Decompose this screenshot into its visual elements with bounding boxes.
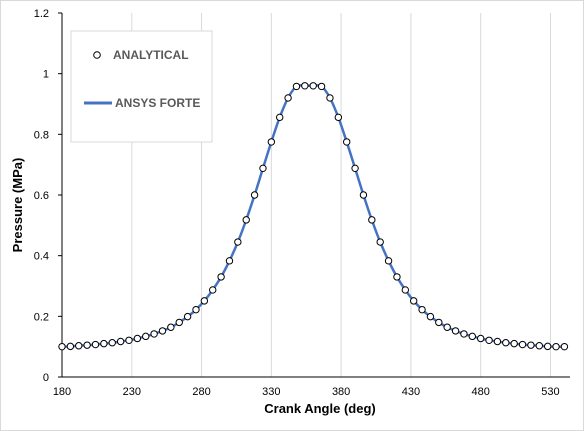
analytical-point [183, 312, 192, 321]
x-tick-label-0: 180 [53, 386, 71, 398]
analytical-point [552, 342, 560, 351]
x-tick-label-6: 480 [472, 386, 490, 398]
analytical-point [376, 238, 384, 246]
legend-label-analytical: ANALYTICAL [113, 48, 189, 62]
analytical-point [418, 305, 426, 314]
legend: ANALYTICAL ANSYS FORTE [70, 30, 213, 143]
analytical-point [443, 323, 451, 331]
analytical-point [384, 257, 393, 265]
analytical-point [150, 330, 158, 338]
analytical-point [175, 318, 183, 327]
analytical-point [460, 330, 468, 338]
analytical-point [167, 323, 175, 331]
y-tick-label-3: 0.6 [34, 190, 49, 202]
analytical-point [518, 340, 527, 349]
analytical-point [359, 191, 368, 199]
analytical-point [368, 216, 376, 224]
x-tick-label-1: 230 [123, 386, 141, 398]
analytical-point [543, 342, 552, 351]
analytical-point [292, 82, 301, 91]
analytical-point [91, 340, 100, 349]
analytical-point [75, 342, 83, 350]
analytical-point [217, 273, 225, 281]
analytical-point [502, 339, 510, 347]
analytical-point [142, 332, 150, 341]
series-analytical [58, 82, 569, 351]
analytical-point [485, 336, 493, 344]
legend-box [70, 30, 213, 143]
x-tick-label-5: 430 [402, 386, 420, 398]
x-tick-label-3: 330 [262, 386, 280, 398]
analytical-point [435, 318, 443, 327]
analytical-point [535, 342, 543, 350]
analytical-point [476, 334, 485, 343]
x-tick-label-2: 280 [192, 386, 210, 398]
analytical-point [242, 216, 250, 224]
y-tick-label-1: 0.2 [34, 311, 49, 323]
analytical-point [259, 164, 267, 173]
analytical-point [225, 257, 234, 265]
analytical-point [451, 327, 460, 335]
analytical-point [158, 327, 167, 335]
analytical-point [351, 164, 359, 173]
analytical-point [343, 138, 351, 146]
x-tick-label-7: 530 [541, 386, 559, 398]
analytical-point [527, 341, 535, 349]
analytical-point [125, 336, 133, 344]
y-tick-label-5: 1 [43, 69, 49, 81]
analytical-point [409, 297, 418, 305]
analytical-point [234, 238, 242, 246]
x-tick-label-4: 380 [332, 386, 350, 398]
analytical-point [276, 113, 284, 122]
y-tick-label-2: 0.4 [34, 251, 49, 263]
y-tick-label-6: 1.2 [34, 8, 49, 20]
analytical-point [560, 342, 569, 351]
y-tick-label-0: 0 [43, 372, 49, 384]
analytical-point [192, 305, 200, 314]
x-tick-labels: 180 230 280 330 380 430 480 530 [53, 386, 560, 398]
analytical-point [284, 94, 292, 102]
y-tick-labels: 0 0.2 0.4 0.6 0.8 1 1.2 [34, 8, 49, 384]
axes [58, 12, 570, 378]
analytical-point [58, 342, 66, 351]
analytical-point [200, 297, 209, 305]
analytical-point [334, 113, 343, 122]
analytical-point [108, 339, 116, 347]
analytical-point [209, 286, 217, 294]
y-axis-title: Pressure (MPa) [10, 158, 25, 253]
x-axis-title: Crank Angle (deg) [264, 401, 375, 416]
analytical-point [309, 82, 317, 90]
analytical-point [401, 286, 410, 294]
analytical-point [250, 191, 259, 199]
analytical-point [393, 273, 401, 281]
analytical-point [493, 337, 502, 346]
analytical-point [133, 334, 142, 343]
analytical-point [317, 82, 326, 91]
analytical-point [116, 337, 125, 346]
analytical-point [100, 339, 108, 348]
analytical-point [426, 312, 435, 321]
analytical-point [66, 342, 75, 351]
analytical-point [267, 138, 276, 146]
y-tick-label-4: 0.8 [34, 129, 49, 141]
legend-marker-analytical [93, 51, 101, 59]
analytical-point [326, 94, 334, 102]
analytical-point [468, 332, 477, 341]
analytical-point [83, 341, 91, 349]
analytical-point [301, 82, 309, 90]
analytical-point [510, 339, 518, 348]
legend-label-ansys-forte: ANSYS FORTE [115, 96, 200, 110]
